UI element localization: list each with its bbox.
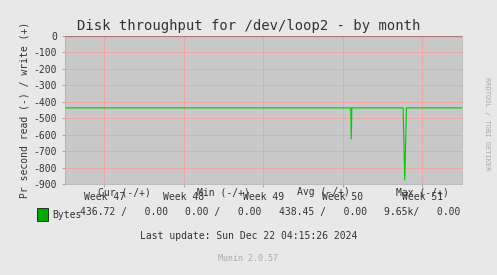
- Text: Bytes: Bytes: [52, 210, 82, 219]
- Y-axis label: Pr second read (-) / write (+): Pr second read (-) / write (+): [19, 22, 29, 198]
- Text: Min (-/+): Min (-/+): [197, 187, 250, 197]
- Text: 0.00 /   0.00: 0.00 / 0.00: [185, 207, 262, 216]
- Text: Avg (-/+): Avg (-/+): [297, 187, 349, 197]
- Text: 438.45 /   0.00: 438.45 / 0.00: [279, 207, 367, 216]
- Text: Munin 2.0.57: Munin 2.0.57: [219, 254, 278, 263]
- Text: 436.72 /   0.00: 436.72 / 0.00: [80, 207, 168, 216]
- Text: Last update: Sun Dec 22 04:15:26 2024: Last update: Sun Dec 22 04:15:26 2024: [140, 231, 357, 241]
- Text: Max (-/+): Max (-/+): [396, 187, 449, 197]
- Text: Disk throughput for /dev/loop2 - by month: Disk throughput for /dev/loop2 - by mont…: [77, 19, 420, 33]
- Text: Cur (-/+): Cur (-/+): [98, 187, 151, 197]
- Text: RRDTOOL / TOBI OETIKER: RRDTOOL / TOBI OETIKER: [484, 77, 490, 170]
- Text: 9.65k/   0.00: 9.65k/ 0.00: [384, 207, 461, 216]
